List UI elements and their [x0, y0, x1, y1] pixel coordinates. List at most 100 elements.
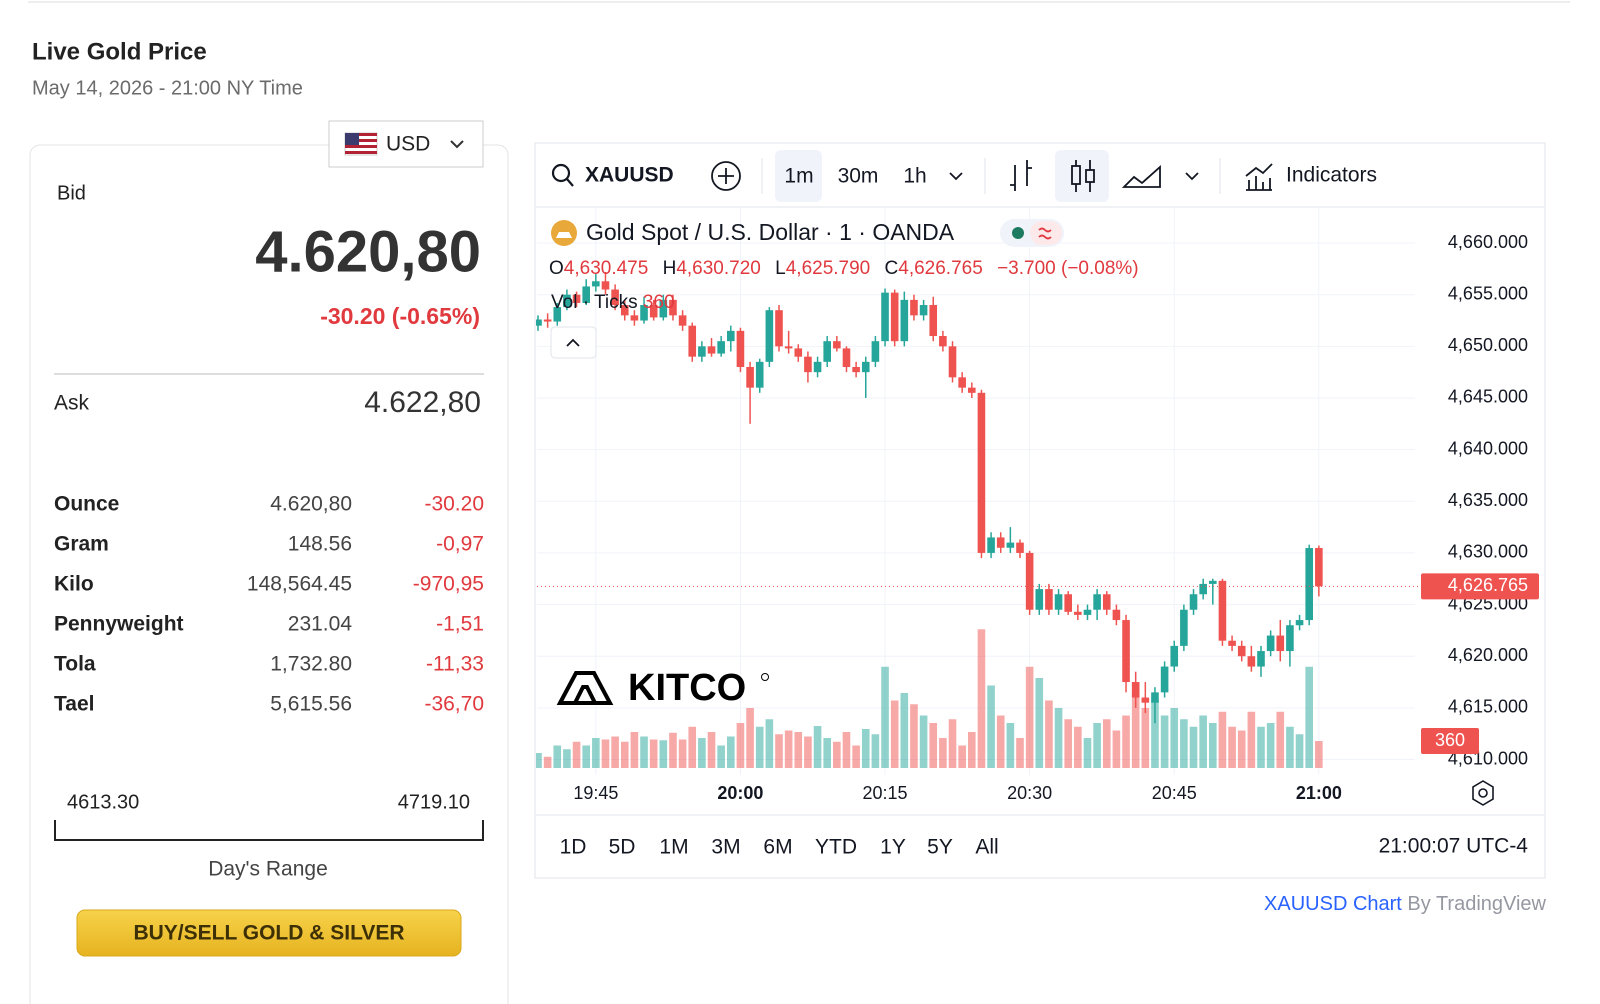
candle-body: [1276, 635, 1285, 652]
period[interactable]: 3M: [711, 836, 740, 859]
unit-name: Gram: [54, 533, 109, 556]
candle-body: [1209, 580, 1217, 584]
period[interactable]: YTD: [815, 836, 857, 859]
range-high: 4719.10: [398, 791, 470, 813]
candle-body: [582, 286, 590, 303]
symbol-search[interactable]: XAUUSD: [551, 164, 674, 187]
interval[interactable]: 1h: [903, 165, 926, 188]
unit-change: -970,95: [413, 573, 484, 596]
volume-bar: [1286, 726, 1294, 768]
period[interactable]: 6M: [763, 836, 792, 859]
candle-body: [1189, 594, 1198, 610]
candle-body: [630, 315, 639, 321]
button-label[interactable]: BUY/SELL GOLD & SILVER: [133, 922, 404, 945]
period[interactable]: 1D: [560, 836, 587, 859]
currency-select[interactable]: USD: [328, 120, 484, 168]
credit: XAUUSD Chart By TradingView: [1264, 893, 1547, 915]
y-tick-label: 4,635.000: [1448, 490, 1528, 510]
volume-bar: [1189, 726, 1198, 768]
candle-body: [572, 294, 581, 303]
candle-body: [736, 330, 745, 368]
volume-bar: [669, 732, 677, 768]
volume-bar: [1102, 719, 1111, 768]
candle-body: [1247, 656, 1256, 667]
ohlc-value: 4,630.475: [564, 258, 649, 279]
ask-label: Ask: [54, 392, 90, 415]
currency-label[interactable]: USD: [386, 133, 430, 156]
candle-body: [1054, 594, 1063, 610]
status-pill-alt: [1030, 221, 1062, 245]
candle-body: [678, 315, 687, 326]
axes: 4,610.0004,615.0004,620.0004,625.0004,63…: [537, 232, 1539, 803]
unit-price: 231.04: [288, 613, 353, 636]
volume-bar: [890, 700, 899, 768]
indicators-label[interactable]: Indicators: [1286, 164, 1377, 187]
volume-bar: [1209, 723, 1217, 768]
button-bg[interactable]: [76, 909, 462, 957]
x-tick-label: 20:15: [863, 783, 908, 803]
candle-body: [592, 281, 600, 287]
volume-legend-value: 360: [643, 292, 675, 313]
volume-bar: [1006, 723, 1015, 768]
candle-body: [601, 281, 610, 290]
last-price-tag: [1421, 573, 1539, 600]
volume-bar: [948, 719, 957, 768]
chevron[interactable]: [1185, 172, 1199, 181]
volume-bar: [601, 739, 610, 768]
volume-bar: [1218, 711, 1227, 768]
area-icon[interactable]: [1121, 164, 1161, 188]
candle-body: [900, 299, 909, 342]
candle-body: [1122, 620, 1130, 683]
x-tick-label: 20:30: [1007, 783, 1052, 803]
candle-body: [727, 330, 735, 342]
volume-bar: [1295, 734, 1304, 768]
x-tick-label: 21:00: [1296, 783, 1342, 803]
candle-body: [1074, 611, 1082, 615]
y-tick-label: 4,620.000: [1448, 645, 1528, 665]
credit-link[interactable]: XAUUSD Chart: [1264, 893, 1402, 915]
candle-body: [1286, 625, 1294, 652]
compare-button[interactable]: [711, 161, 741, 191]
volume-bar: [958, 745, 966, 768]
candle-body: [1295, 620, 1304, 626]
trade-button[interactable]: BUY/SELL GOLD & SILVER: [76, 909, 462, 957]
period[interactable]: 1M: [659, 836, 688, 859]
unit-name: Kilo: [54, 573, 94, 596]
period[interactable]: 1Y: [880, 836, 906, 859]
unit-price: 148.56: [288, 533, 352, 556]
volume-bar: [1228, 726, 1236, 768]
volume-bar: [678, 739, 687, 768]
volume-bar: [1247, 711, 1256, 768]
period[interactable]: 5D: [609, 836, 636, 859]
y-tick-label: 4,650.000: [1448, 335, 1528, 355]
candles-icon[interactable]: [1071, 160, 1095, 192]
volume-bar: [1025, 666, 1034, 768]
symbol[interactable]: XAUUSD: [585, 164, 674, 187]
indicators-button[interactable]: Indicators: [1245, 163, 1377, 191]
candle-body: [1218, 580, 1227, 641]
candle-body: [939, 336, 947, 347]
interval[interactable]: 30m: [838, 165, 879, 188]
candle-body: [890, 292, 899, 342]
indicators-icon: [1245, 163, 1273, 191]
ohlc-value: 4,626.765: [898, 258, 983, 279]
chevron: [450, 140, 464, 149]
volume-bar: [929, 723, 938, 768]
period[interactable]: All: [975, 836, 998, 859]
chevron[interactable]: [949, 172, 963, 181]
x-tick-label: 20:45: [1152, 783, 1197, 803]
candle-body: [775, 310, 783, 347]
settings-icon[interactable]: [1472, 780, 1494, 806]
interval[interactable]: 1m: [784, 165, 813, 188]
unit-name: Tael: [54, 693, 94, 716]
volume-bar: [572, 741, 581, 768]
candle-body: [852, 367, 860, 373]
range-low: 4613.30: [67, 791, 139, 813]
bars-icon[interactable]: [1010, 160, 1032, 191]
volume-bar: [968, 732, 976, 768]
y-tick-label: 4,660.000: [1448, 232, 1528, 252]
period[interactable]: 5Y: [927, 836, 953, 859]
collapse-button[interactable]: [550, 326, 597, 359]
candle-body: [1151, 692, 1159, 703]
